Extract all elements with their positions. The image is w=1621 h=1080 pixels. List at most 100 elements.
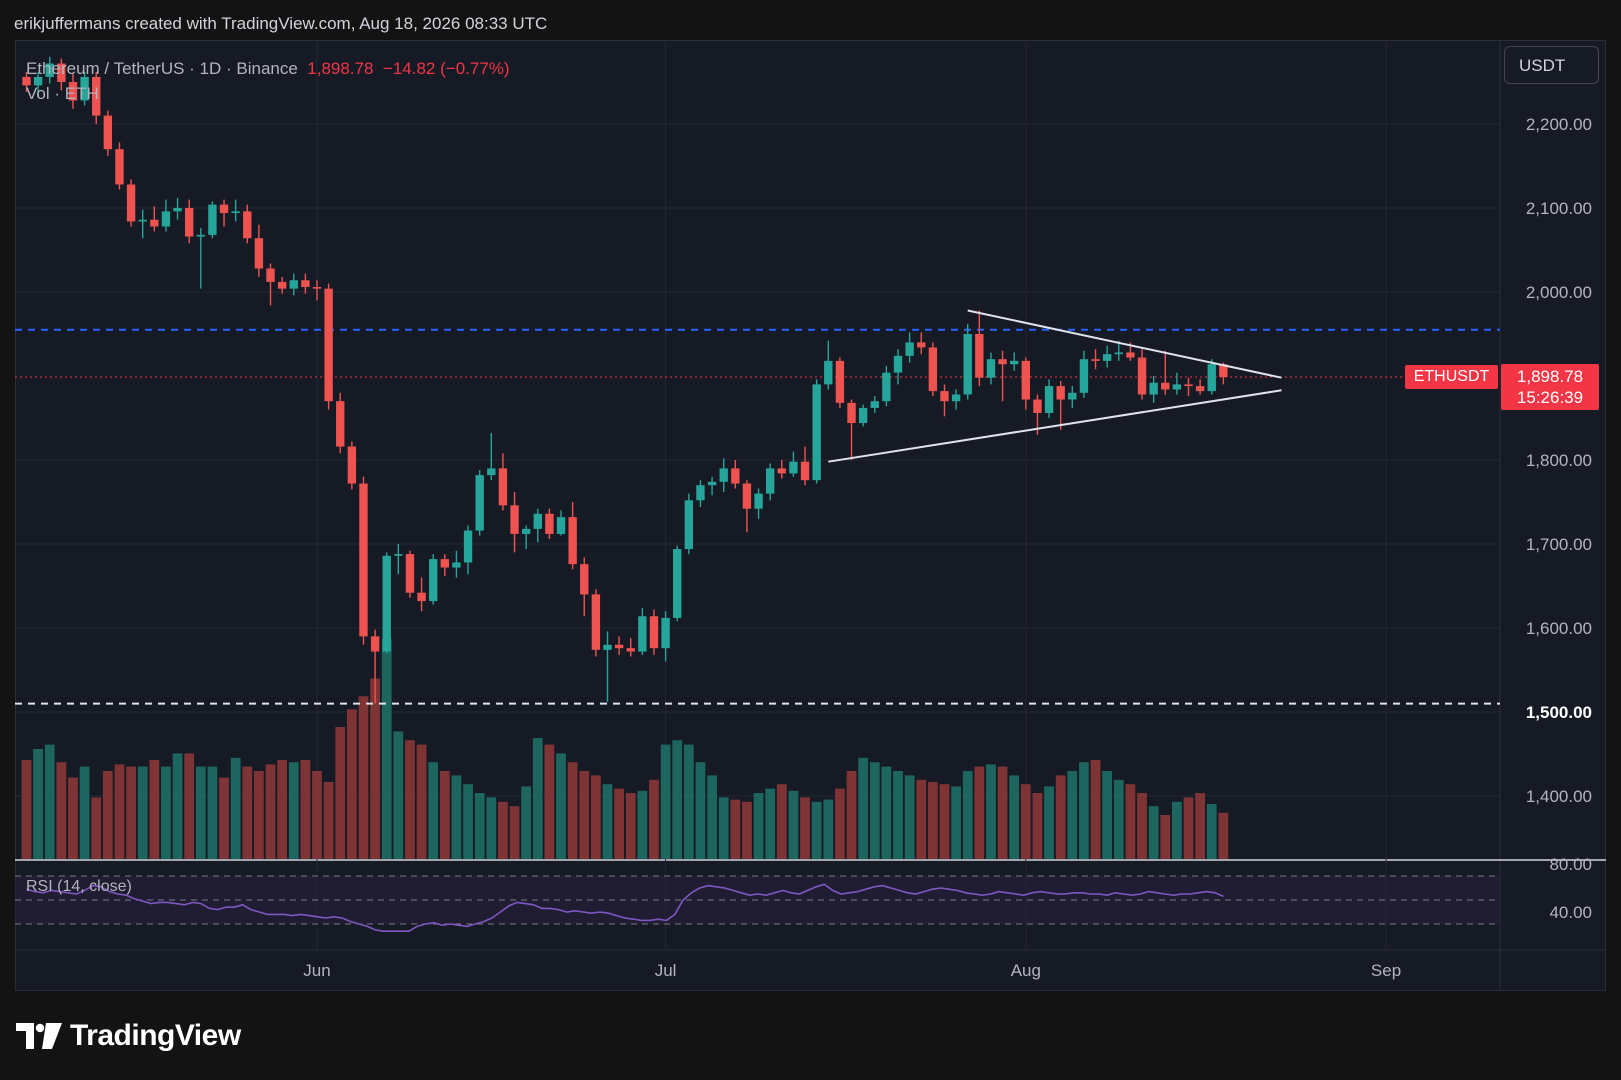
- candle-body: [22, 76, 31, 86]
- volume-bar: [951, 786, 961, 859]
- volume-bar: [683, 744, 694, 859]
- candle-body: [568, 517, 577, 565]
- last-price-tag: 1,898.78 15:26:39: [1501, 364, 1599, 410]
- volume-bar: [498, 801, 508, 859]
- candle-body: [254, 238, 264, 269]
- volume-bar: [474, 793, 485, 859]
- volume-bar: [858, 757, 869, 859]
- volume-bar: [335, 727, 346, 859]
- tradingview-wordmark: TradingView: [70, 1019, 241, 1052]
- candle-body: [184, 208, 194, 237]
- volume-bar: [637, 790, 648, 859]
- candle-body: [521, 528, 531, 534]
- volume-bar: [788, 790, 799, 859]
- volume-bar: [79, 766, 90, 859]
- candle-body: [312, 286, 322, 289]
- candle-body: [684, 500, 694, 550]
- volume-bar: [869, 762, 880, 859]
- volume-bar: [625, 793, 636, 859]
- volume-bar: [927, 782, 938, 859]
- volume-bar: [660, 744, 671, 859]
- candle-body: [1114, 352, 1123, 355]
- candle-body: [463, 530, 473, 563]
- candle-body: [1102, 354, 1112, 361]
- rsi-axis-label: 80.00: [1549, 855, 1592, 874]
- candle-body: [1010, 360, 1019, 365]
- volume-bar: [1113, 779, 1124, 859]
- currency-selector[interactable]: USDT: [1504, 46, 1599, 84]
- candle-body: [429, 559, 438, 602]
- volume-bar: [1055, 775, 1066, 859]
- volume-bar: [68, 777, 78, 859]
- candle-body: [161, 211, 171, 227]
- legend-symbol[interactable]: Ethereum / TetherUS · 1D · Binance: [26, 59, 298, 78]
- candle-body: [556, 517, 566, 534]
- candle-body: [68, 82, 78, 101]
- volume-bar: [91, 797, 102, 859]
- volume-bar: [277, 760, 288, 859]
- price-axis-label: 2,200.00: [1526, 115, 1592, 134]
- volume-bar: [44, 744, 55, 859]
- rsi-legend[interactable]: RSI (14, close): [26, 878, 132, 895]
- candle-body: [336, 401, 345, 447]
- price-axis-label: 2,000.00: [1526, 283, 1592, 302]
- candle-body: [382, 555, 391, 652]
- volume-bar: [776, 784, 787, 859]
- price-axis-label: 1,400.00: [1526, 787, 1592, 806]
- volume-bar: [1137, 793, 1147, 859]
- volume-bar: [486, 797, 497, 859]
- volume-bar: [184, 753, 195, 859]
- candle-body: [545, 513, 554, 534]
- candle-body: [33, 76, 43, 86]
- candle-body: [858, 407, 868, 424]
- volume-bar: [753, 793, 764, 859]
- volume-bar: [288, 762, 299, 859]
- candle-body: [80, 76, 89, 101]
- volume-bar: [114, 764, 125, 859]
- candle-body: [115, 149, 124, 185]
- volume-bar: [33, 749, 44, 859]
- candle-body: [986, 359, 996, 378]
- volume-bar: [579, 771, 590, 859]
- legend-price: 1,898.78: [307, 59, 374, 78]
- candle-body: [359, 483, 368, 637]
- volume-bar: [614, 788, 625, 859]
- triangle-lower-trendline: [828, 389, 1282, 463]
- candle-body: [1044, 386, 1054, 413]
- candle-body: [649, 616, 659, 649]
- volume-bar: [381, 639, 392, 859]
- candle-body: [905, 342, 914, 356]
- candle-body: [614, 644, 624, 649]
- volume-bar: [916, 779, 927, 859]
- volume-bar: [1009, 775, 1020, 859]
- candle-body: [1068, 392, 1077, 400]
- tradingview-logo: TradingView: [16, 1018, 241, 1054]
- candle-body: [998, 359, 1007, 365]
- candle-body: [138, 219, 147, 222]
- time-axis-label: Jul: [655, 961, 677, 980]
- volume-bar: [904, 775, 915, 859]
- candle-body: [196, 234, 205, 237]
- candle-body: [696, 485, 705, 501]
- candle-body: [1021, 360, 1031, 400]
- volume-bar: [962, 771, 973, 859]
- volume-bar: [521, 786, 532, 859]
- volume-bar: [707, 775, 717, 859]
- volume-bar: [463, 784, 473, 859]
- volume-bar: [207, 766, 218, 859]
- candle-body: [440, 559, 450, 568]
- candle-body: [603, 644, 612, 650]
- time-axis-label: Aug: [1011, 961, 1041, 980]
- rsi-line: [26, 883, 1224, 932]
- volume-bar: [219, 777, 229, 859]
- time-axis-label: Sep: [1371, 961, 1401, 980]
- legend-volume[interactable]: Vol · ETH: [26, 84, 99, 103]
- candle-body: [324, 288, 333, 402]
- candle-body: [405, 554, 415, 593]
- candle-body: [289, 280, 298, 289]
- volume-bar: [230, 757, 241, 859]
- volume-bar: [556, 753, 566, 859]
- candle-body: [1184, 384, 1193, 387]
- candle-body: [626, 648, 635, 652]
